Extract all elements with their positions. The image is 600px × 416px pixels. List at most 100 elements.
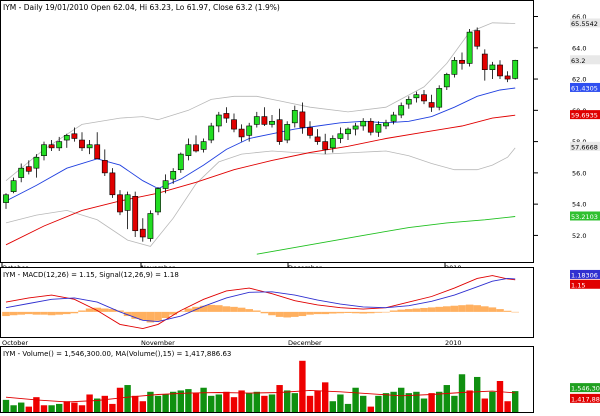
candle-5	[41, 141, 47, 161]
candle-body	[261, 116, 268, 125]
volume-bar-30	[230, 397, 238, 412]
volume-bar-38	[291, 393, 298, 412]
macd-hist-bar-28	[215, 305, 223, 312]
candle-body	[48, 144, 55, 149]
macd-label-text: 1.18306	[571, 271, 598, 279]
macd-hist-bar-41	[313, 311, 322, 315]
candle-body	[215, 114, 222, 127]
volume-bar-52	[398, 387, 405, 412]
volume-bar-20	[154, 395, 162, 412]
candle-body	[63, 135, 70, 141]
macd-hist-bar-24	[184, 308, 193, 312]
volume-bar-50	[382, 393, 390, 412]
price-label-3: 59.6935	[570, 110, 600, 120]
candle-57	[436, 85, 443, 111]
price-label-text: 63.2	[571, 57, 585, 65]
macd-x-label-october: October	[2, 339, 28, 347]
volume-bar-3	[25, 406, 32, 412]
price-label-box	[570, 18, 600, 28]
macd-hist-bar-12	[93, 307, 101, 312]
volume-bar-28	[215, 394, 222, 412]
macd-hist-bar-20	[154, 311, 162, 321]
candle-body	[421, 94, 427, 102]
candle-body	[451, 59, 458, 75]
macd-hist-bar-13	[101, 308, 109, 312]
candle-body	[193, 144, 199, 152]
macd-hist-bar-1	[9, 311, 18, 316]
candle-body	[155, 188, 161, 213]
candle-40	[307, 121, 313, 139]
volume-bar-45	[344, 403, 352, 412]
macd-hist-bar-3	[25, 311, 33, 315]
candle-body	[375, 124, 382, 133]
candle-body	[109, 172, 116, 196]
candle-38	[291, 105, 298, 128]
candle-33	[253, 111, 260, 128]
volume-bar-6	[48, 405, 55, 412]
volume-bar-13	[101, 395, 108, 412]
macd-value-labels: 1.18306 1.15	[570, 269, 600, 289]
macd-hist-bar-34	[260, 311, 269, 314]
price-label-5: 53.2103	[570, 211, 600, 221]
volume-label-box	[570, 383, 600, 393]
macd-hist-bar-59	[450, 305, 459, 312]
macd-hist-bar-10	[78, 310, 86, 312]
candle-61	[466, 29, 473, 67]
candle-36	[276, 108, 283, 145]
volume-label-0: 1,546,30	[570, 383, 600, 393]
candlesticks	[3, 27, 519, 242]
candle-6	[48, 140, 55, 151]
macd-hist-bar-47	[359, 311, 367, 314]
macd-hist-bar-29	[222, 306, 231, 312]
volume-bar-36	[276, 385, 283, 412]
candle-body	[231, 119, 237, 130]
candle-body	[276, 119, 283, 142]
candle-31	[238, 124, 245, 142]
candle-51	[390, 111, 397, 125]
candle-0	[3, 193, 9, 209]
macd-hist-bar-7	[55, 311, 63, 315]
mid-ma-line	[5, 114, 516, 246]
candle-body	[466, 31, 473, 64]
candle-4	[33, 154, 40, 178]
y-tick-label-6: 64.0	[572, 44, 586, 52]
price-axis: 52.054.056.058.060.062.064.066.0	[534, 13, 586, 240]
macd-hist-bar-37	[283, 311, 291, 318]
price-label-box	[570, 82, 600, 92]
bollinger-bands	[5, 22, 516, 247]
volume-bar-23	[177, 390, 184, 412]
macd-hist-bar-33	[253, 310, 261, 312]
volume-bar-12	[94, 398, 101, 412]
candle-20	[155, 186, 161, 216]
candle-body	[329, 138, 336, 149]
volume-bar-29	[223, 391, 230, 412]
volume-bar-51	[390, 391, 397, 412]
volume-bar-0	[2, 399, 10, 412]
volume-bar-65	[496, 381, 504, 412]
macd-hist-bar-14	[108, 309, 117, 312]
macd-hist-bar-11	[85, 308, 94, 312]
volume-bar-37	[284, 390, 291, 412]
price-label-2: 61.4305	[570, 82, 600, 92]
candle-body	[71, 133, 78, 139]
macd-hist-bar-67	[511, 311, 519, 313]
macd-hist-bar-22	[169, 311, 177, 315]
candle-16	[124, 191, 131, 230]
bollinger-upper-line	[5, 22, 516, 182]
macd-hist-bar-49	[374, 311, 383, 313]
candle-body	[398, 105, 405, 116]
moving-averages	[5, 87, 516, 255]
macd-hist-bar-51	[389, 310, 398, 312]
price-label-text: 53.2103	[571, 213, 598, 221]
candle-67	[512, 59, 519, 80]
price-label-4: 57.6668	[570, 141, 600, 151]
volume-bar-8	[63, 401, 70, 412]
candle-60	[459, 52, 465, 70]
candle-15	[117, 190, 123, 216]
candle-body	[3, 194, 9, 203]
macd-hist-bar-42	[321, 311, 329, 315]
candle-54	[413, 91, 420, 103]
candle-29	[223, 107, 230, 123]
volume-bar-60	[458, 374, 466, 412]
